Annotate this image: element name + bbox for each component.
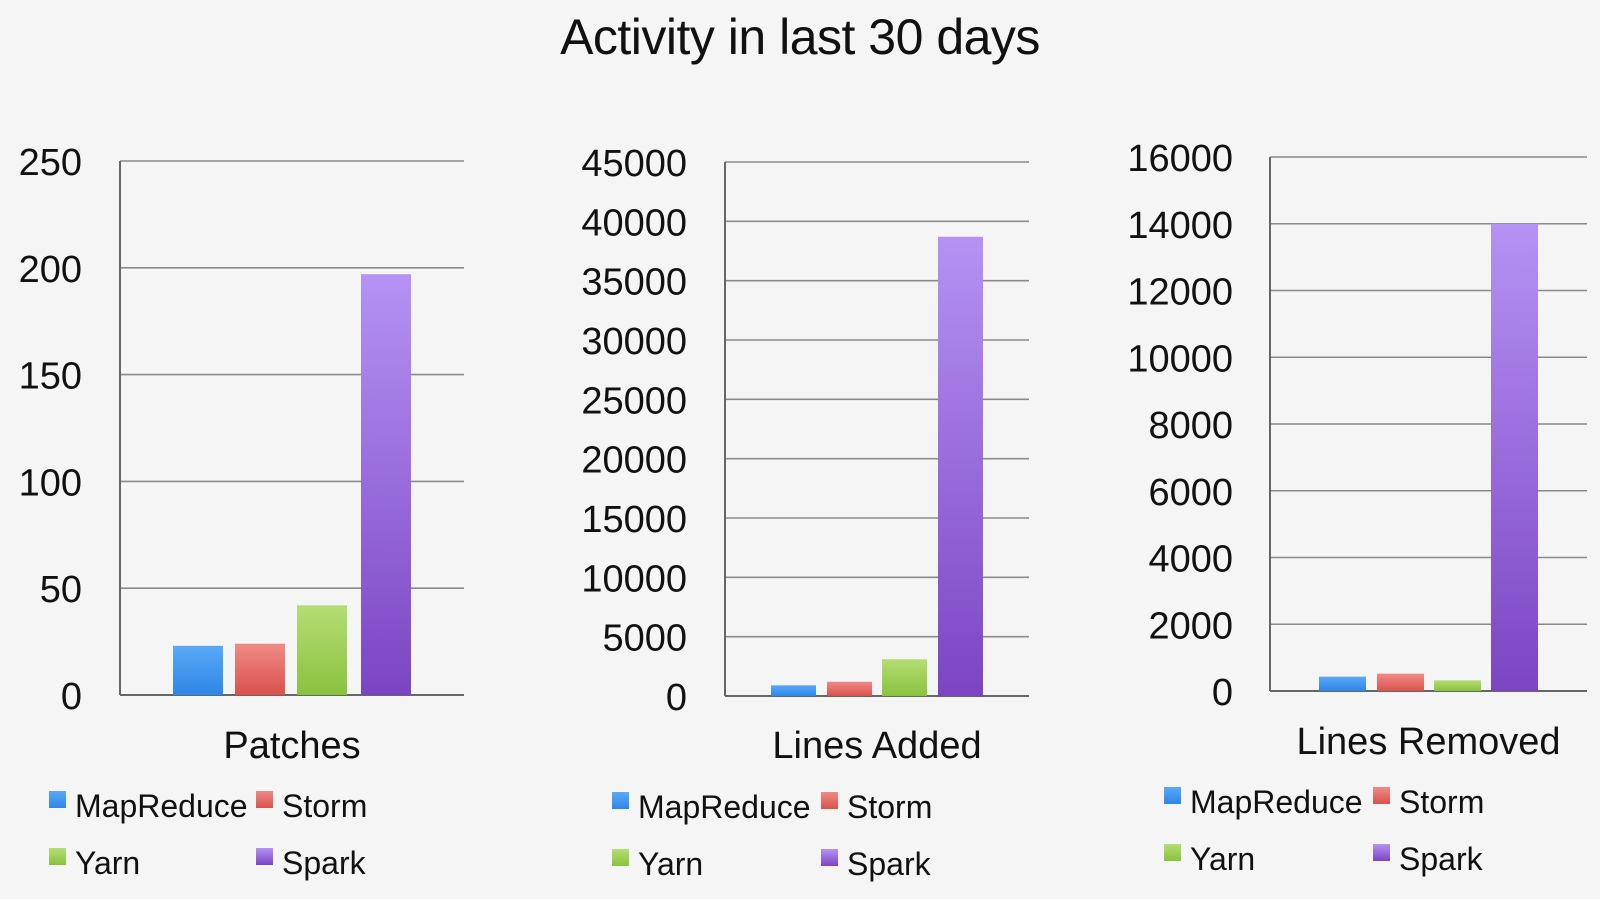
legend-swatch bbox=[256, 791, 273, 808]
legend-item-yarn: Yarn bbox=[612, 846, 703, 882]
y-tick-label: 200 bbox=[19, 249, 82, 291]
y-tick-label: 50 bbox=[40, 569, 82, 611]
legend-swatch bbox=[821, 792, 838, 809]
legend-swatch bbox=[1373, 844, 1390, 861]
y-tick-label: 4000 bbox=[1148, 539, 1233, 581]
y-tick-label: 10000 bbox=[581, 558, 687, 600]
y-tick-label: 2000 bbox=[1148, 605, 1233, 647]
legend-label: MapReduce bbox=[75, 788, 248, 824]
legend-label: Storm bbox=[282, 788, 367, 824]
y-tick-label: 30000 bbox=[581, 321, 687, 363]
y-tick-label: 12000 bbox=[1127, 272, 1233, 314]
y-tick-label: 0 bbox=[61, 676, 82, 718]
y-tick-label: 6000 bbox=[1148, 472, 1233, 514]
figure-title: Activity in last 30 days bbox=[560, 9, 1040, 65]
y-tick-label: 100 bbox=[19, 462, 82, 504]
legend-swatch bbox=[49, 848, 66, 865]
bar-yarn bbox=[882, 659, 927, 696]
legend-swatch bbox=[612, 849, 629, 866]
x-axis-label: Lines Added bbox=[772, 725, 981, 767]
bar-spark bbox=[938, 236, 983, 696]
legend-swatch bbox=[1164, 787, 1181, 804]
bar-mapreduce bbox=[1319, 676, 1366, 691]
y-tick-label: 15000 bbox=[581, 499, 687, 541]
y-tick-label: 0 bbox=[666, 677, 687, 719]
x-axis-label: Lines Removed bbox=[1296, 721, 1560, 763]
bar-storm bbox=[235, 643, 285, 695]
bar-mapreduce bbox=[173, 645, 223, 695]
legend-item-spark: Spark bbox=[1373, 841, 1484, 877]
y-tick-label: 8000 bbox=[1148, 405, 1233, 447]
legend-label: Yarn bbox=[638, 846, 703, 882]
legend-item-spark: Spark bbox=[821, 846, 932, 882]
bar-storm bbox=[827, 681, 872, 696]
y-tick-label: 250 bbox=[19, 142, 82, 184]
legend-label: Storm bbox=[1399, 784, 1484, 820]
legend-item-mapreduce: MapReduce bbox=[612, 789, 811, 825]
y-tick-label: 14000 bbox=[1127, 205, 1233, 247]
bar-mapreduce bbox=[771, 685, 816, 696]
legend-label: Spark bbox=[282, 845, 367, 881]
y-tick-label: 25000 bbox=[581, 380, 687, 422]
legend-swatch bbox=[821, 849, 838, 866]
bar-yarn bbox=[1434, 680, 1481, 691]
bar-spark bbox=[361, 274, 411, 695]
legend-label: MapReduce bbox=[1190, 784, 1363, 820]
legend-item-yarn: Yarn bbox=[49, 845, 140, 881]
bar-yarn bbox=[297, 605, 347, 695]
y-tick-label: 40000 bbox=[581, 202, 687, 244]
legend-item-mapreduce: MapReduce bbox=[1164, 784, 1363, 820]
legend-label: Spark bbox=[1399, 841, 1484, 877]
legend-item-yarn: Yarn bbox=[1164, 841, 1255, 877]
legend-swatch bbox=[1164, 844, 1181, 861]
y-tick-label: 150 bbox=[19, 356, 82, 398]
legend-item-storm: Storm bbox=[821, 789, 932, 825]
y-tick-label: 10000 bbox=[1127, 338, 1233, 380]
legend-label: Spark bbox=[847, 846, 932, 882]
x-axis-label: Patches bbox=[223, 725, 360, 767]
legend-swatch bbox=[1373, 787, 1390, 804]
legend-swatch bbox=[256, 848, 273, 865]
chart-panel-1: 250 200 150 100 50 0 Patches MapReduce Storm Yarn… bbox=[19, 142, 464, 881]
y-tick-label: 35000 bbox=[581, 262, 687, 304]
legend-item-storm: Storm bbox=[256, 788, 367, 824]
y-tick-label: 5000 bbox=[602, 618, 687, 660]
y-tick-label: 16000 bbox=[1127, 138, 1233, 180]
legend-swatch bbox=[49, 791, 66, 808]
legend-item-storm: Storm bbox=[1373, 784, 1484, 820]
legend-label: Yarn bbox=[75, 845, 140, 881]
y-tick-label: 45000 bbox=[581, 143, 687, 185]
legend-label: MapReduce bbox=[638, 789, 811, 825]
legend-item-mapreduce: MapReduce bbox=[49, 788, 248, 824]
chart-panel-3: 16000 14000 12000 10000 8000 6000 4000 2000 0 Lin… bbox=[1127, 138, 1587, 877]
bar-spark bbox=[1491, 223, 1538, 691]
legend-item-spark: Spark bbox=[256, 845, 367, 881]
y-tick-label: 20000 bbox=[581, 440, 687, 482]
chart-panel-2: 45000 40000 35000 30000 25000 20000 15000 10000… bbox=[581, 143, 1029, 882]
legend-swatch bbox=[612, 792, 629, 809]
y-tick-label: 0 bbox=[1212, 672, 1233, 714]
legend-label: Storm bbox=[847, 789, 932, 825]
bar-storm bbox=[1377, 673, 1424, 691]
legend-label: Yarn bbox=[1190, 841, 1255, 877]
